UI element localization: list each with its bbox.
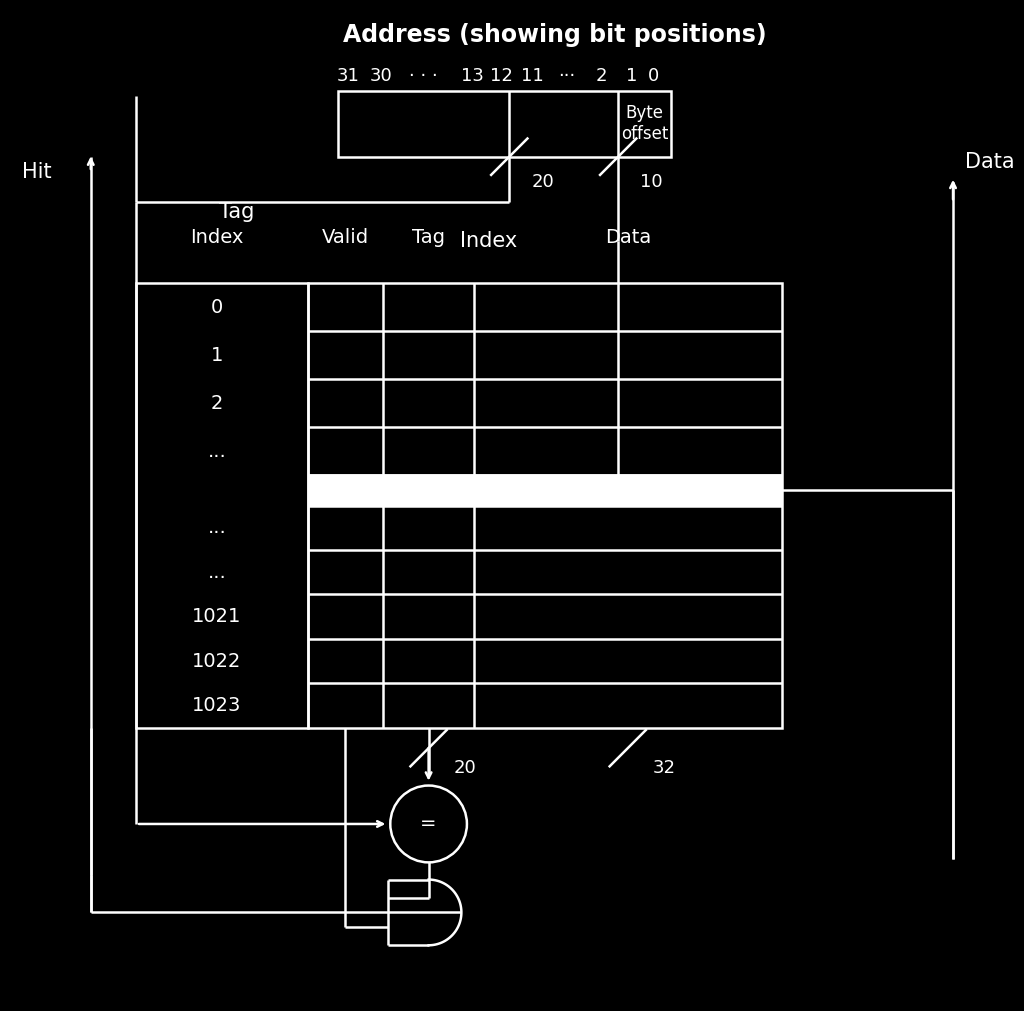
Text: 20: 20 [454, 759, 476, 777]
Text: ...: ... [208, 442, 226, 461]
Text: Data: Data [966, 152, 1015, 172]
Text: Tag: Tag [219, 202, 255, 222]
Text: Index: Index [190, 228, 244, 247]
Text: 0: 0 [211, 297, 223, 316]
Text: 1022: 1022 [193, 652, 242, 670]
Text: Index: Index [461, 231, 518, 251]
Text: Data: Data [604, 228, 651, 247]
Text: 11: 11 [521, 67, 544, 85]
Bar [307, 475, 781, 506]
Text: =: = [421, 815, 437, 833]
Text: 1023: 1023 [193, 697, 242, 715]
Text: 12: 12 [489, 67, 513, 85]
Text: 20: 20 [531, 173, 554, 191]
Text: Address (showing bit positions): Address (showing bit positions) [343, 23, 767, 48]
Text: ···: ··· [558, 67, 575, 85]
Text: ...: ... [208, 563, 226, 581]
Bar [136, 283, 307, 728]
Text: Valid: Valid [322, 228, 369, 247]
Text: 2: 2 [211, 393, 223, 412]
Text: 1: 1 [211, 346, 223, 365]
Text: 32: 32 [653, 759, 676, 777]
Bar [338, 91, 671, 157]
Text: 1: 1 [626, 67, 637, 85]
Text: 30: 30 [370, 67, 392, 85]
Text: Byte
offset: Byte offset [621, 104, 668, 144]
Text: Hit: Hit [23, 162, 52, 182]
Text: · · ·: · · · [410, 67, 438, 85]
Text: 1021: 1021 [193, 608, 242, 626]
Text: ...: ... [208, 519, 226, 537]
Text: 10: 10 [640, 173, 663, 191]
Text: 31: 31 [337, 67, 359, 85]
Bar [307, 283, 781, 728]
Text: Tag: Tag [412, 228, 445, 247]
Text: 0: 0 [648, 67, 659, 85]
Text: 2: 2 [595, 67, 607, 85]
Text: 13: 13 [461, 67, 483, 85]
